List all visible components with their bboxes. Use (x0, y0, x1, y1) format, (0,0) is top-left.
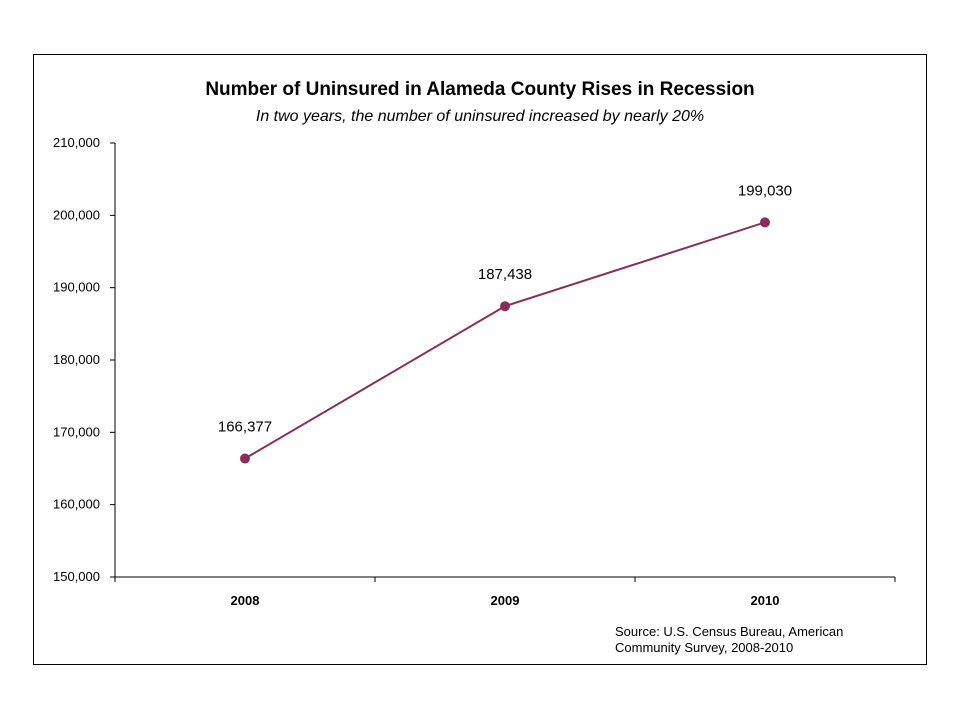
source-note-line-1: Source: U.S. Census Bureau, American (615, 624, 843, 639)
data-label: 187,438 (478, 266, 532, 283)
y-axis: 150,000 160,000 170,000 180,000 190,000 200,0… (53, 135, 116, 584)
chart-title: Number of Uninsured in Alameda County Ri… (205, 79, 754, 100)
data-label: 199,030 (738, 182, 792, 199)
series-line (244, 221, 766, 460)
y-tick-label: 180,000 (53, 352, 100, 367)
data-point (240, 453, 250, 464)
y-tick-label: 210,000 (53, 135, 100, 150)
y-tick-label: 190,000 (53, 280, 100, 295)
data-point (760, 217, 770, 228)
chart-frame (33, 54, 927, 665)
y-tick-label: 160,000 (53, 497, 100, 512)
chart-subtitle: In two years, the number of uninsured in… (256, 108, 704, 125)
x-axis: 2008 2009 2010 (114, 576, 896, 608)
x-tick-label: 2010 (751, 593, 780, 608)
y-tick-label: 170,000 (53, 424, 100, 439)
y-tick-label: 150,000 (53, 569, 100, 584)
x-tick-label: 2008 (231, 593, 260, 608)
y-tick-label: 200,000 (53, 207, 100, 222)
x-tick-label: 2009 (491, 593, 520, 608)
series-line-group: 166,377 187,438 199,030 (218, 182, 792, 464)
data-point (500, 301, 510, 312)
data-label: 166,377 (218, 419, 272, 436)
source-note-line-2: Community Survey, 2008-2010 (615, 640, 793, 655)
